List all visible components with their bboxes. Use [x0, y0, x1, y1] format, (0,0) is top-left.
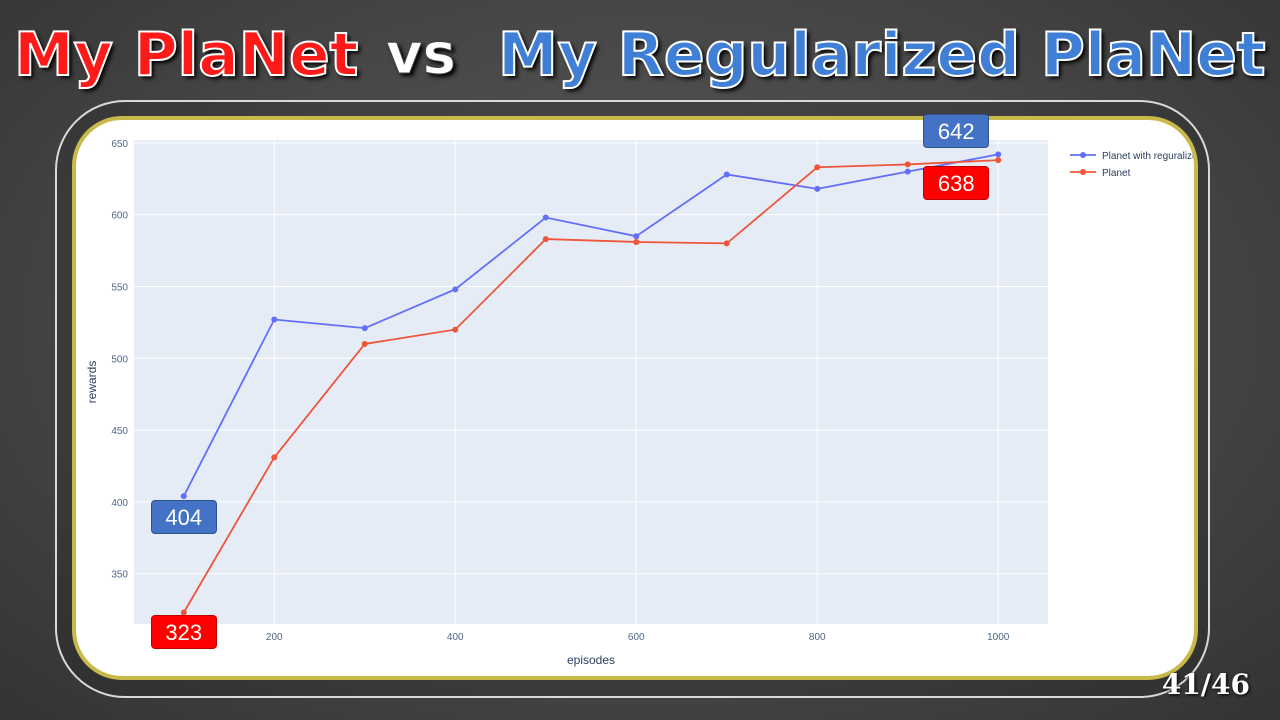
axes: episodes rewards 350 400 450 500 550 600 650 20…	[85, 139, 1010, 667]
data-point	[995, 151, 1002, 158]
data-point	[904, 168, 911, 175]
x-axis-label: episodes	[567, 653, 615, 667]
y-axis-label: rewards	[85, 361, 99, 404]
series	[180, 151, 1002, 616]
data-point	[361, 340, 368, 347]
value-callout: 323	[150, 614, 217, 649]
data-point	[633, 233, 640, 240]
legend-marker	[1080, 152, 1086, 158]
data-point	[452, 326, 459, 333]
line-chart: episodes rewards 350 400 450 500 550 600 650 20…	[85, 139, 1194, 667]
grid	[134, 140, 1048, 624]
y-tick-label: 450	[111, 426, 128, 437]
y-tick-label: 400	[111, 498, 128, 509]
y-tick-label: 550	[111, 282, 128, 293]
data-point	[814, 164, 821, 171]
legend-marker	[1080, 169, 1086, 175]
x-tick-label: 200	[266, 632, 283, 643]
data-point	[180, 493, 187, 500]
data-point	[723, 240, 730, 247]
data-point	[271, 316, 278, 323]
y-tick-label: 500	[111, 354, 128, 365]
y-tick-label: 600	[111, 211, 128, 222]
legend-label[interactable]: Planet with reguralize	[1102, 151, 1194, 162]
data-point	[814, 185, 821, 192]
data-point	[542, 236, 549, 243]
data-point	[542, 214, 549, 221]
legend[interactable]: Planet with reguralize Planet	[1070, 151, 1194, 179]
title-my-regularized-planet: My Regularized PlaNet	[497, 19, 1267, 91]
series-line-planet	[182, 159, 999, 613]
value-callout: 638	[923, 166, 990, 201]
data-point	[271, 454, 278, 461]
value-callout: 404	[150, 500, 217, 535]
legend-label[interactable]: Planet	[1102, 168, 1131, 179]
data-point	[633, 238, 640, 245]
y-tick-label: 350	[111, 570, 128, 581]
slide-title: My PlaNet vs My Regularized PlaNet	[0, 10, 1280, 100]
data-point	[995, 157, 1002, 164]
value-callout: 642	[923, 114, 990, 149]
x-tick-label: 800	[809, 632, 826, 643]
data-point	[180, 609, 187, 616]
data-point	[452, 286, 459, 293]
series-line-regularized	[182, 153, 999, 497]
plot-background	[134, 140, 1048, 624]
page-number: 41/46	[1161, 668, 1250, 701]
data-point	[904, 161, 911, 168]
y-tick-label: 650	[111, 139, 128, 150]
x-tick-label: 1000	[987, 632, 1010, 643]
x-tick-label: 400	[447, 632, 464, 643]
title-my-planet: My PlaNet	[13, 19, 359, 91]
title-vs: vs	[386, 22, 457, 88]
data-point	[723, 171, 730, 178]
chart-frame: episodes rewards 350 400 450 500 550 600 650 20…	[72, 116, 1198, 680]
data-point	[361, 325, 368, 332]
x-tick-label: 600	[628, 632, 645, 643]
